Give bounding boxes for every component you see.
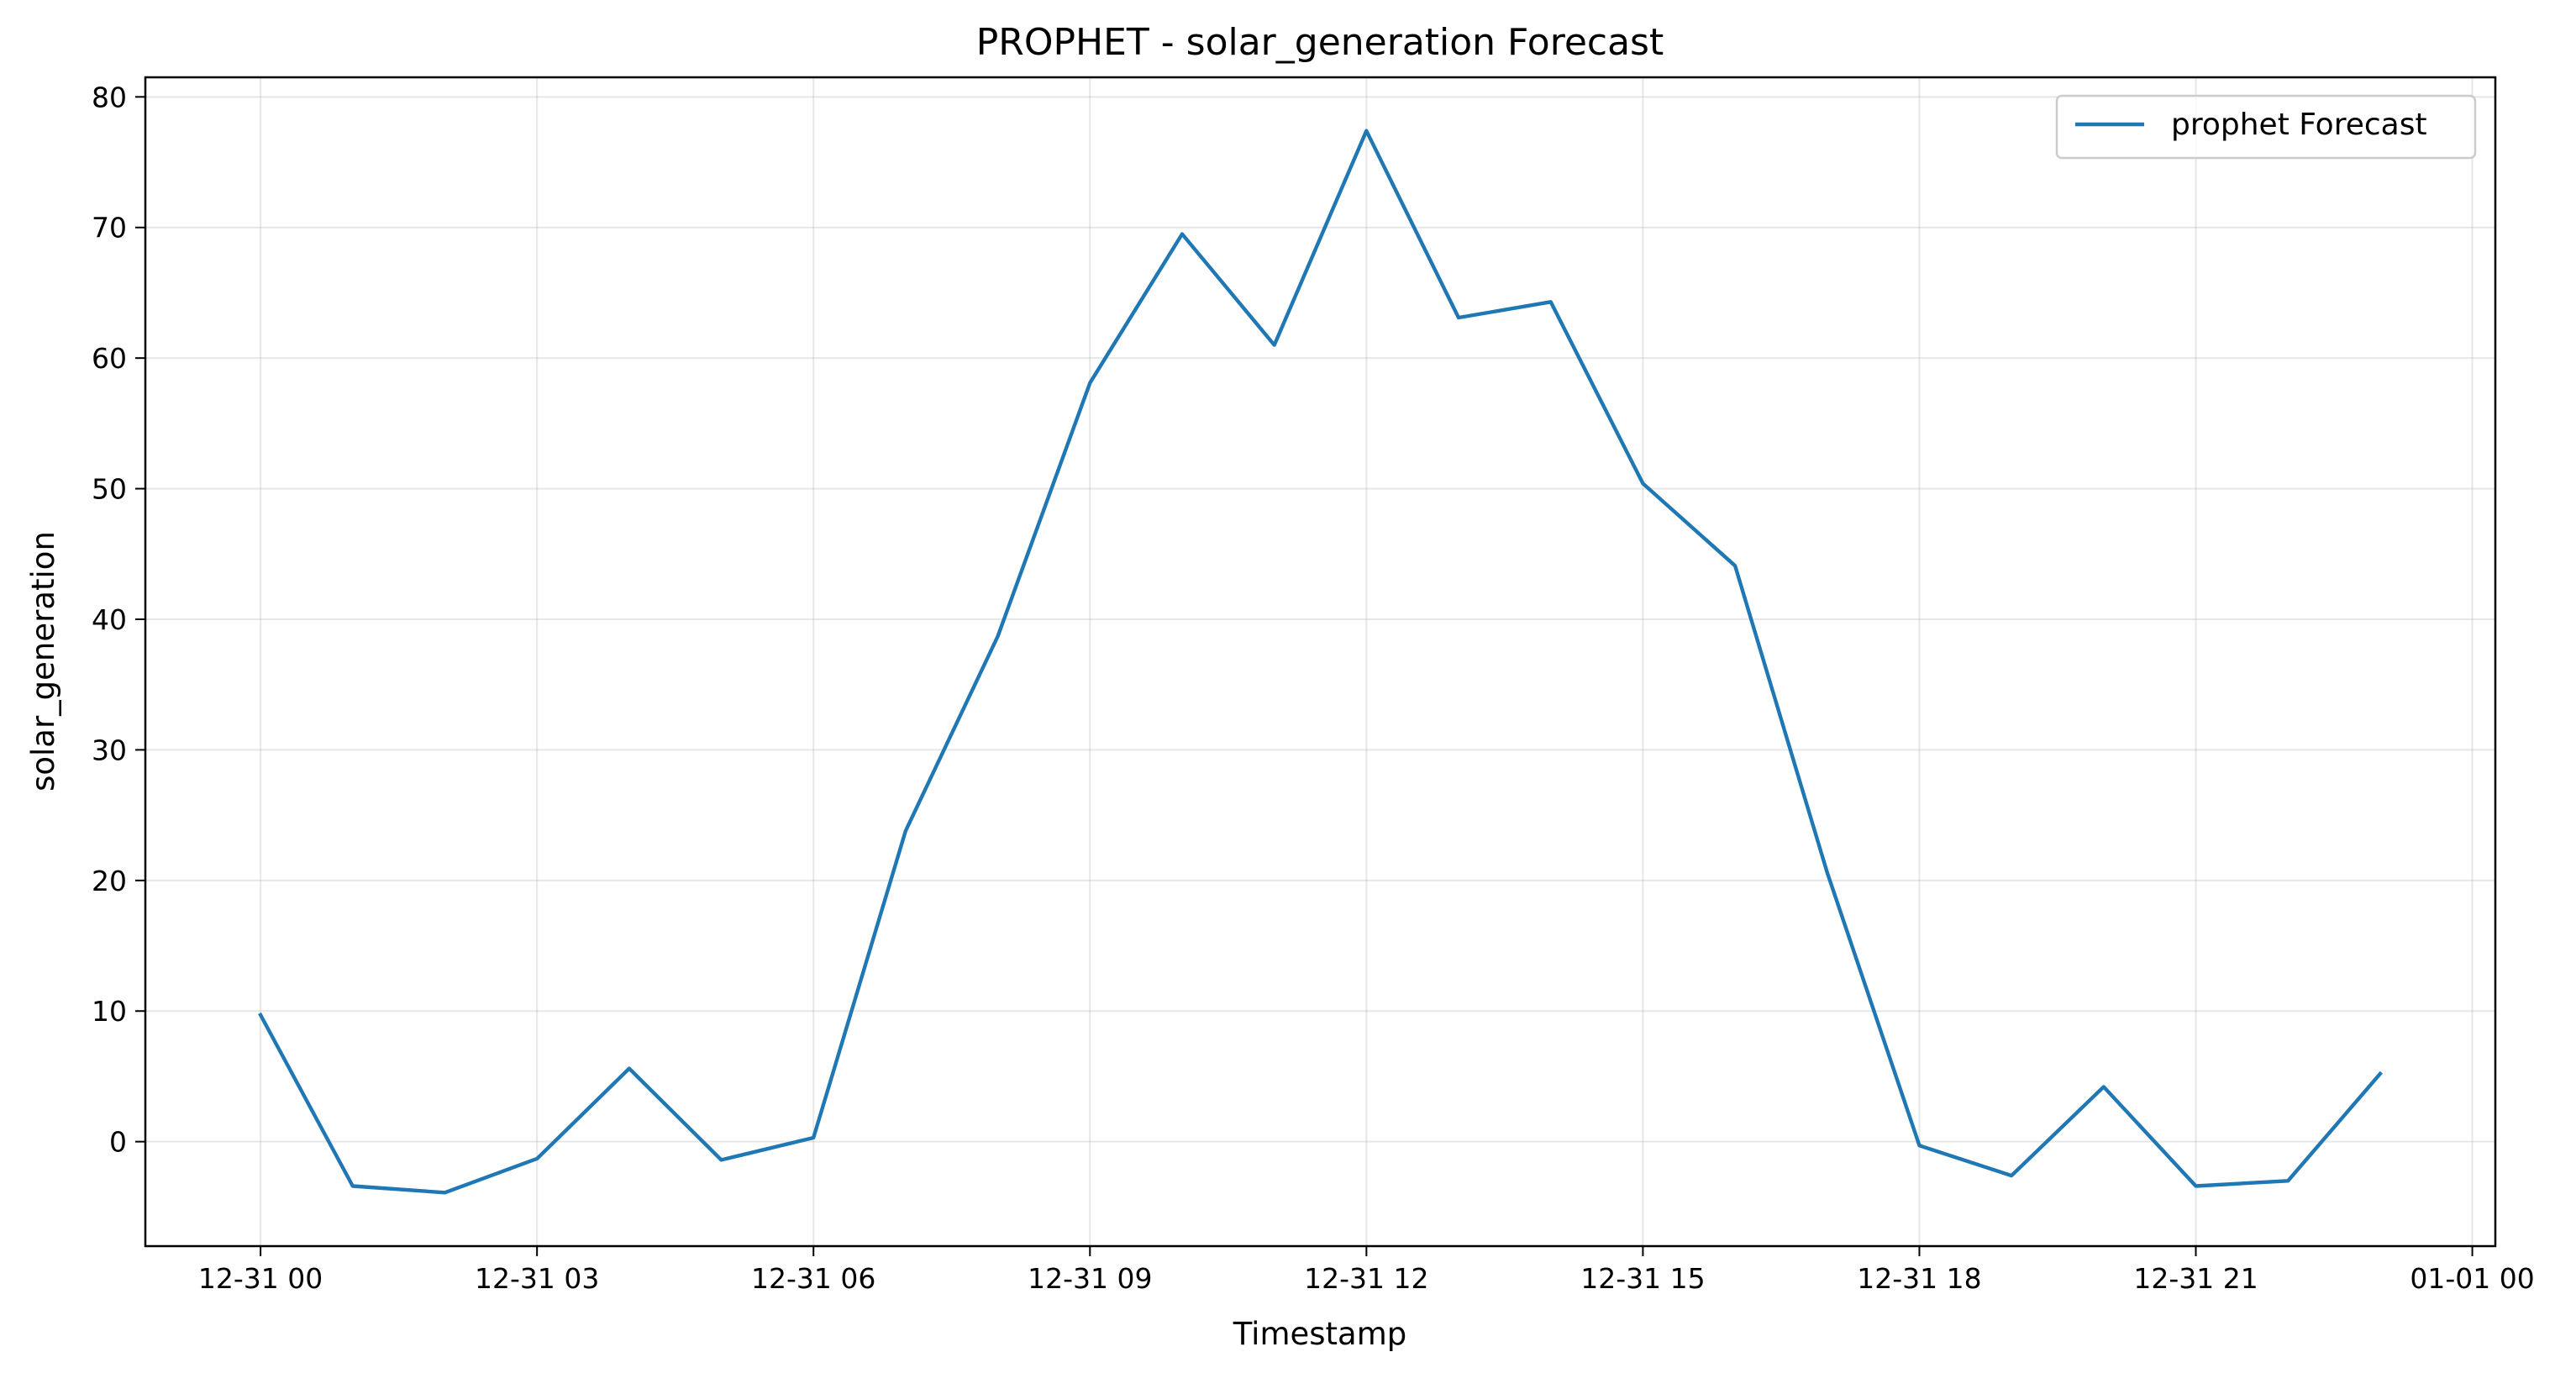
- x-tick-label: 12-31 09: [1028, 1262, 1152, 1295]
- y-tick-label: 50: [92, 473, 127, 506]
- y-axis-ticks: 0 10 20 30 40 50 60 70 80: [92, 81, 145, 1159]
- x-tick-label: 12-31 03: [475, 1262, 599, 1295]
- y-tick-label: 30: [92, 734, 127, 766]
- y-tick-label: 70: [92, 212, 127, 245]
- x-tick-label: 12-31 06: [751, 1262, 875, 1295]
- y-tick-label: 40: [92, 603, 127, 636]
- y-tick-label: 20: [92, 865, 127, 897]
- legend: prophet Forecast: [2055, 94, 2477, 160]
- plot-area-background: [145, 77, 2495, 1246]
- y-tick-label: 80: [92, 81, 127, 113]
- y-tick-label: 60: [92, 342, 127, 375]
- chart-title: PROPHET - solar_generation Forecast: [976, 21, 1664, 64]
- legend-box: [2055, 94, 2477, 160]
- series-line-prophet-forecast: [258, 129, 2384, 1195]
- plot-frame: [144, 76, 2497, 1248]
- y-tick-label: 10: [92, 995, 127, 1028]
- x-tick-label: 12-31 21: [2133, 1262, 2258, 1295]
- y-axis-label: solar_generation: [25, 531, 61, 792]
- x-tick-label: 01-01 00: [2410, 1262, 2534, 1295]
- legend-label: prophet Forecast: [2171, 108, 2427, 142]
- x-axis-ticks: 12-31 00 12-31 03 12-31 06 12-31 09 12-31 12…: [198, 1246, 2535, 1295]
- series-lines: [258, 129, 2384, 1195]
- y-tick-label: 0: [109, 1126, 127, 1159]
- x-tick-label: 12-31 00: [198, 1262, 323, 1295]
- x-axis-label: Timestamp: [1233, 1316, 1407, 1352]
- grid-lines: [145, 77, 2495, 1246]
- x-tick-label: 12-31 18: [1857, 1262, 1981, 1295]
- x-tick-label: 12-31 12: [1304, 1262, 1428, 1295]
- x-tick-label: 12-31 15: [1580, 1262, 1705, 1295]
